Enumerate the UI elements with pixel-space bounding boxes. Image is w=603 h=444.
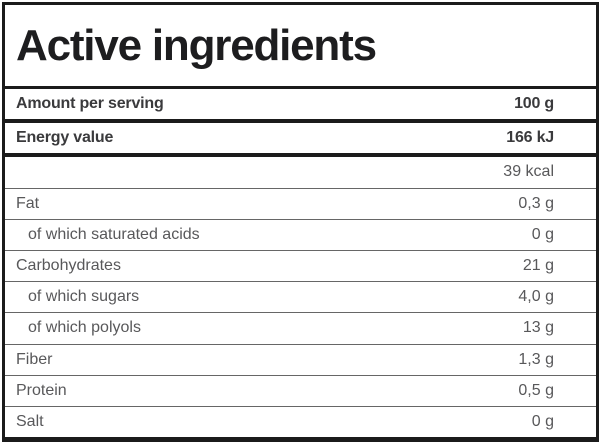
row-value: 13 g [522,319,554,337]
row-label: of which sugars [28,288,140,306]
row-value: 0,3 g [518,194,554,212]
table-row: of which sugars 4,0 g [5,282,596,314]
row-label: Fiber [16,350,53,368]
row-label: Salt [16,412,44,430]
row-label: Protein [16,381,67,399]
row-value: 0,5 g [518,381,554,399]
row-label: of which polyols [28,319,141,337]
table-row: Energy value 166 kJ [5,123,596,158]
table-row: Salt 0 g [5,406,596,438]
table-row: Fiber 1,3 g [5,344,596,376]
table-row: Amount per serving 100 g [5,89,596,124]
row-label: of which saturated acids [28,225,200,243]
table-rows: Amount per serving 100 g Energy value 166 k… [5,89,596,438]
row-label: Fat [16,194,40,212]
row-label: Carbohydrates [16,257,121,275]
row-value: 4,0 g [518,288,554,306]
table-title-section: Active ingredients [5,5,596,89]
row-value: 100 g [514,95,554,113]
row-label: Energy value [16,129,114,147]
row-value: 166 kJ [506,129,554,147]
table-row: Fat 0,3 g [5,188,596,220]
table-row: Carbohydrates 21 g [5,250,596,283]
table-row: of which saturated acids 0 g [5,219,596,251]
row-value: 21 g [522,257,554,275]
row-value: 0 g [531,225,554,243]
row-label: Amount per serving [16,95,164,113]
table-row: 39 kcal [5,157,596,189]
page-title: Active ingredients [16,20,377,70]
row-value: 39 kcal [503,163,554,181]
table-row: of which polyols 13 g [5,313,596,345]
row-value: 0 g [531,412,554,430]
table-row: Protein 0,5 g [5,375,596,407]
row-value: 1,3 g [518,350,554,368]
